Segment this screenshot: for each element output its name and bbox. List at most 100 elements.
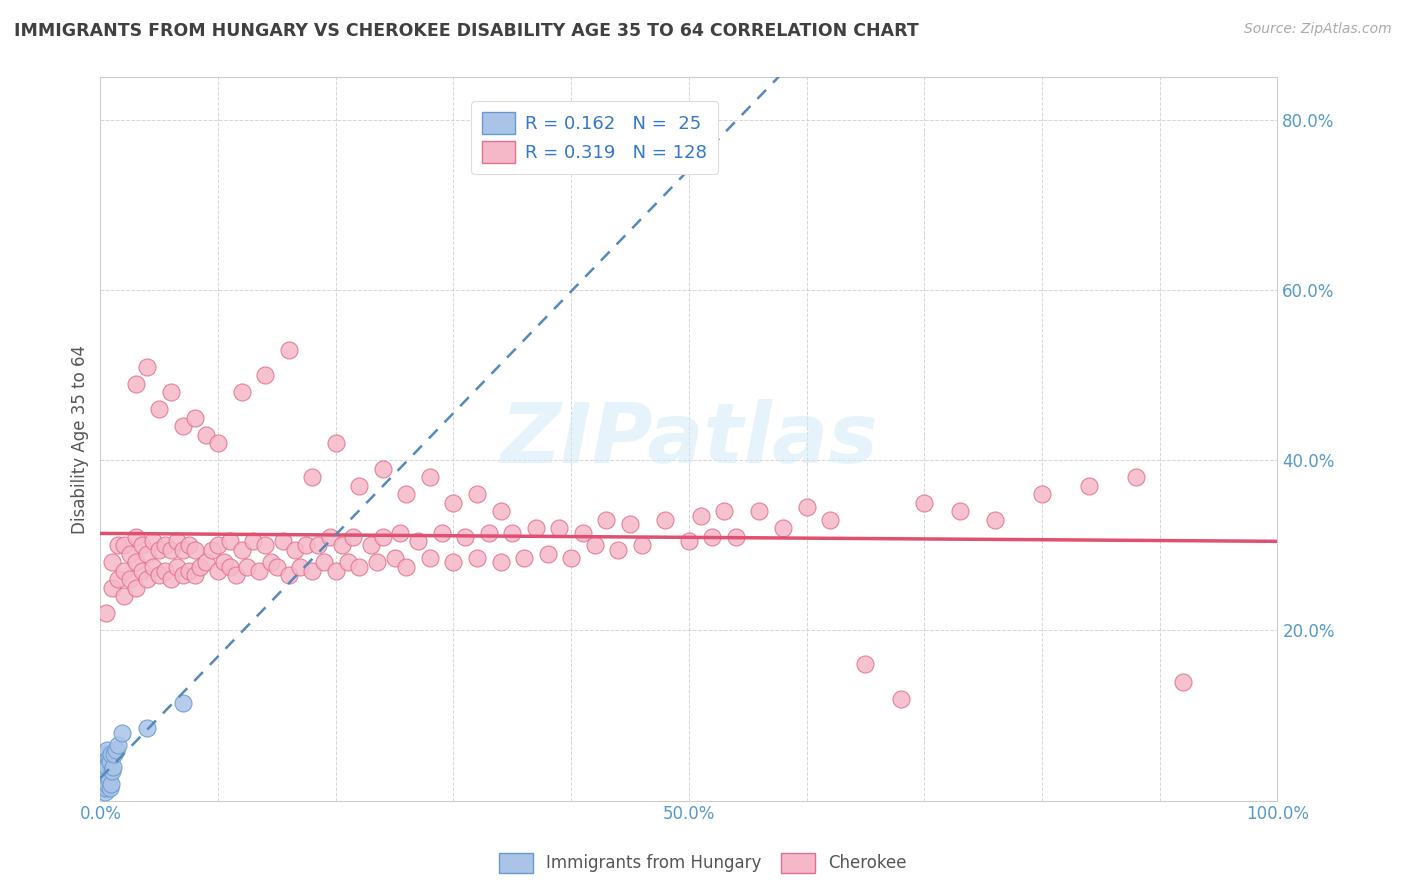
Point bbox=[1078, 479, 1101, 493]
Point bbox=[231, 542, 253, 557]
Point bbox=[136, 573, 159, 587]
Point bbox=[195, 555, 218, 569]
Point bbox=[97, 751, 120, 765]
Point bbox=[195, 427, 218, 442]
Text: IMMIGRANTS FROM HUNGARY VS CHEROKEE DISABILITY AGE 35 TO 64 CORRELATION CHART: IMMIGRANTS FROM HUNGARY VS CHEROKEE DISA… bbox=[14, 22, 918, 40]
Point bbox=[277, 568, 299, 582]
Point bbox=[124, 530, 146, 544]
Point bbox=[142, 559, 165, 574]
Point bbox=[148, 568, 170, 582]
Point bbox=[366, 555, 388, 569]
Point bbox=[183, 568, 205, 582]
Point bbox=[107, 538, 129, 552]
Point bbox=[536, 547, 558, 561]
Point bbox=[207, 538, 229, 552]
Point bbox=[560, 551, 582, 566]
Point bbox=[748, 504, 770, 518]
Point bbox=[201, 542, 224, 557]
Point bbox=[207, 436, 229, 450]
Point bbox=[183, 410, 205, 425]
Point bbox=[465, 487, 488, 501]
Point bbox=[100, 776, 122, 790]
Point bbox=[384, 551, 406, 566]
Point bbox=[689, 508, 711, 523]
Point bbox=[489, 555, 512, 569]
Point bbox=[98, 756, 121, 770]
Point bbox=[231, 385, 253, 400]
Point bbox=[277, 343, 299, 357]
Point bbox=[349, 559, 371, 574]
Point bbox=[572, 525, 595, 540]
Point bbox=[93, 780, 115, 795]
Point bbox=[342, 530, 364, 544]
Point bbox=[112, 564, 135, 578]
Point bbox=[301, 564, 323, 578]
Point bbox=[100, 747, 122, 761]
Point bbox=[443, 555, 465, 569]
Point bbox=[124, 555, 146, 569]
Point bbox=[153, 564, 176, 578]
Point bbox=[395, 487, 418, 501]
Point bbox=[101, 555, 124, 569]
Point bbox=[524, 521, 547, 535]
Point bbox=[160, 573, 183, 587]
Point bbox=[325, 436, 347, 450]
Point bbox=[142, 534, 165, 549]
Point bbox=[172, 542, 194, 557]
Point bbox=[136, 721, 159, 735]
Point bbox=[242, 534, 264, 549]
Point bbox=[136, 359, 159, 374]
Point bbox=[96, 759, 118, 773]
Point bbox=[855, 657, 877, 672]
Point bbox=[101, 764, 124, 778]
Point bbox=[295, 538, 318, 552]
Point bbox=[94, 759, 117, 773]
Point bbox=[172, 568, 194, 582]
Point bbox=[430, 525, 453, 540]
Point bbox=[1031, 487, 1053, 501]
Point bbox=[443, 496, 465, 510]
Point bbox=[96, 742, 118, 756]
Point bbox=[290, 559, 312, 574]
Point bbox=[148, 542, 170, 557]
Point bbox=[131, 538, 153, 552]
Text: ZIPatlas: ZIPatlas bbox=[501, 399, 877, 480]
Point bbox=[260, 555, 283, 569]
Point bbox=[371, 462, 394, 476]
Point bbox=[949, 504, 972, 518]
Point bbox=[136, 547, 159, 561]
Point bbox=[118, 547, 141, 561]
Point bbox=[548, 521, 571, 535]
Point bbox=[96, 607, 118, 621]
Point bbox=[630, 538, 652, 552]
Point bbox=[103, 759, 125, 773]
Point bbox=[772, 521, 794, 535]
Point bbox=[307, 538, 329, 552]
Point bbox=[419, 470, 441, 484]
Point bbox=[312, 555, 335, 569]
Point bbox=[153, 538, 176, 552]
Point bbox=[112, 538, 135, 552]
Point bbox=[513, 551, 536, 566]
Point bbox=[236, 559, 259, 574]
Point bbox=[406, 534, 429, 549]
Point bbox=[796, 500, 818, 514]
Point bbox=[166, 534, 188, 549]
Point bbox=[349, 479, 371, 493]
Point bbox=[166, 559, 188, 574]
Point bbox=[98, 780, 121, 795]
Point bbox=[93, 772, 115, 787]
Point bbox=[395, 559, 418, 574]
Point bbox=[1125, 470, 1147, 484]
Point bbox=[212, 555, 235, 569]
Point bbox=[160, 385, 183, 400]
Legend: R = 0.162   N =  25, R = 0.319   N = 128: R = 0.162 N = 25, R = 0.319 N = 128 bbox=[471, 101, 718, 174]
Point bbox=[336, 555, 359, 569]
Point bbox=[103, 747, 125, 761]
Point bbox=[818, 513, 841, 527]
Point bbox=[118, 573, 141, 587]
Point bbox=[595, 513, 617, 527]
Point bbox=[330, 538, 353, 552]
Point bbox=[148, 402, 170, 417]
Point bbox=[124, 376, 146, 391]
